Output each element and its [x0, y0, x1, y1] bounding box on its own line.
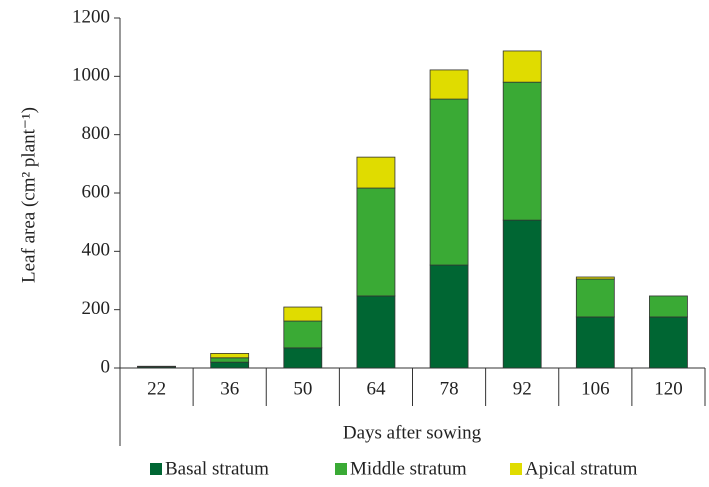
- y-tick-label: 1200: [72, 6, 110, 27]
- bar-segment: [575, 316, 615, 369]
- bar-segment: [649, 295, 688, 318]
- y-tick-label: 800: [82, 123, 111, 144]
- bar-segment: [649, 316, 688, 369]
- bar-segment: [283, 347, 323, 369]
- x-tick-label: 120: [654, 378, 683, 399]
- bar-segment: [283, 306, 323, 322]
- y-axis-title: Leaf area (cm² plant⁻¹): [18, 107, 39, 283]
- y-tick-label: 400: [82, 240, 111, 261]
- legend-swatch: [150, 463, 162, 475]
- x-tick-label: 106: [581, 378, 610, 399]
- bar-segment: [502, 219, 542, 369]
- bar-segment: [575, 276, 615, 280]
- x-tick-label: 64: [366, 378, 386, 399]
- bar-segment: [502, 50, 542, 83]
- bar-segment: [502, 81, 542, 221]
- x-axis-title: Days after sowing: [343, 422, 482, 443]
- bar-segment: [283, 320, 323, 349]
- x-tick-label: 50: [293, 378, 312, 399]
- bar-segment: [575, 278, 615, 318]
- bar-segment: [210, 357, 250, 363]
- x-tick-label: 92: [513, 378, 532, 399]
- bar-segment: [429, 98, 469, 266]
- bar-segment: [429, 69, 469, 100]
- x-tick-label: 36: [220, 378, 239, 399]
- y-tick-label: 200: [82, 298, 111, 319]
- legend-label: Basal stratum: [165, 458, 269, 479]
- legend-label: Apical stratum: [525, 458, 638, 479]
- y-tick-label: 1000: [72, 65, 110, 86]
- bar-segment: [210, 361, 250, 369]
- y-tick-label: 0: [101, 356, 111, 377]
- x-tick-label: 22: [147, 378, 166, 399]
- bar-segment: [356, 187, 396, 297]
- legend-label: Middle stratum: [350, 458, 467, 479]
- legend-swatch: [335, 463, 347, 475]
- x-tick-label: 78: [440, 378, 459, 399]
- bar-segment: [210, 353, 250, 359]
- y-tick-label: 600: [82, 181, 111, 202]
- bar-segment: [356, 156, 396, 189]
- legend-swatch: [510, 463, 522, 475]
- bar-segment: [429, 264, 469, 369]
- bar-segment: [356, 295, 396, 369]
